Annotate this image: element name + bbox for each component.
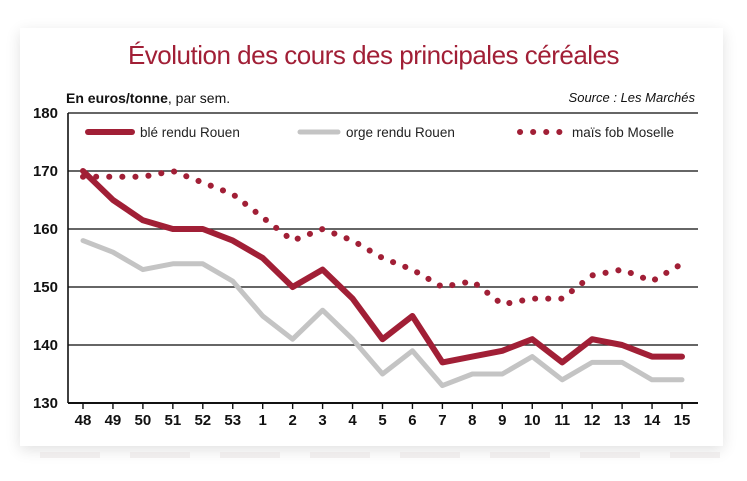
series-line-2 xyxy=(80,238,685,389)
x-tick-label: 3 xyxy=(318,412,326,429)
x-tick-label: 5 xyxy=(378,412,386,429)
x-tick-label: 12 xyxy=(584,412,601,429)
x-tick-label: 4 xyxy=(348,412,357,429)
x-tick-label: 15 xyxy=(674,412,691,429)
legend-label-1: blé rendu Rouen xyxy=(140,125,240,140)
x-tick-label: 10 xyxy=(524,412,541,429)
faded-text-strip xyxy=(40,452,720,458)
x-tick-label: 52 xyxy=(194,412,211,429)
x-tick-label: 8 xyxy=(468,412,476,429)
chart-card xyxy=(20,28,723,446)
chart-title: Évolution des cours des principales céré… xyxy=(127,40,620,70)
series-line-1 xyxy=(80,168,685,366)
series-line-3 xyxy=(80,168,685,308)
y-tick-label: 150 xyxy=(33,279,58,296)
y-tick-label: 180 xyxy=(33,105,58,122)
x-tick-label: 49 xyxy=(105,412,122,429)
unit-label: En euros/tonne, par sem. xyxy=(66,90,230,106)
x-tick-label: 11 xyxy=(554,412,570,429)
legend-label-3: maïs fob Moselle xyxy=(572,125,674,140)
x-tick-label: 2 xyxy=(288,412,296,429)
y-tick-label: 130 xyxy=(33,395,58,412)
unit-label-suffix: , par sem. xyxy=(167,90,231,106)
x-tick-label: 7 xyxy=(438,412,446,429)
x-tick-label: 50 xyxy=(135,412,152,429)
x-tick-label: 13 xyxy=(614,412,631,429)
unit-label-main: En euros/tonne xyxy=(66,90,168,106)
source-label: Source : Les Marchés xyxy=(568,90,695,105)
y-tick-label: 140 xyxy=(33,337,58,354)
y-tick-label: 160 xyxy=(33,221,58,238)
x-tick-label: 1 xyxy=(259,412,267,429)
x-tick-label: 9 xyxy=(498,412,506,429)
legend-label-2: orge rendu Rouen xyxy=(346,125,455,140)
x-tick-label: 51 xyxy=(165,412,182,429)
y-tick-label: 170 xyxy=(33,163,58,180)
x-tick-label: 6 xyxy=(408,412,416,429)
x-tick-label: 48 xyxy=(75,412,92,429)
x-tick-label: 53 xyxy=(224,412,241,429)
x-tick-label: 14 xyxy=(644,412,661,429)
